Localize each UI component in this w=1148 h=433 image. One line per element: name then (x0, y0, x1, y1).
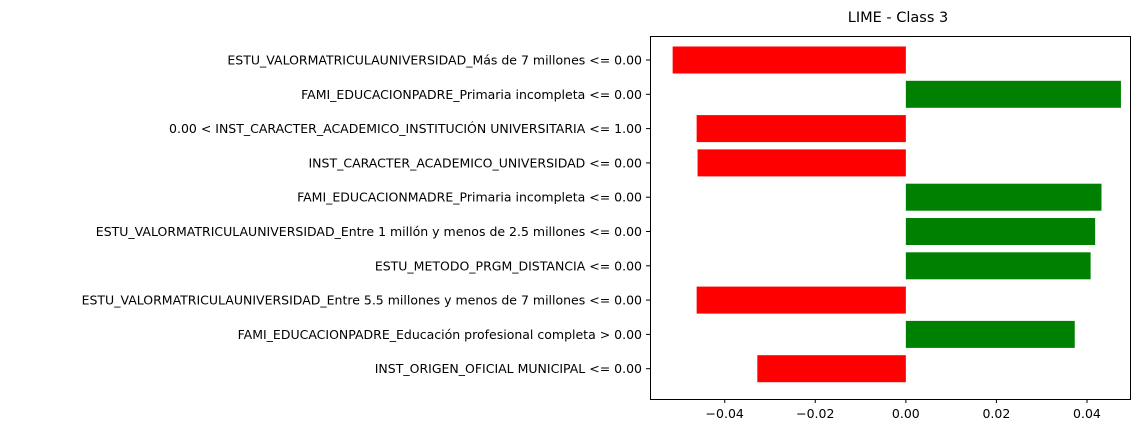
x-tick-label: 0.04 (1073, 406, 1101, 421)
bar-1 (672, 46, 906, 74)
x-tick-label: 0.00 (892, 406, 920, 421)
bars-group (672, 46, 1121, 383)
x-tick-label: −0.04 (706, 406, 744, 421)
x-tick-label: 0.02 (982, 406, 1010, 421)
category-label-1: ESTU_VALORMATRICULAUNIVERSIDAD_Más de 7 … (227, 53, 642, 68)
category-label-9: FAMI_EDUCACIONPADRE_Educación profesiona… (238, 327, 642, 342)
bar-9 (905, 320, 1075, 348)
bar-6 (905, 218, 1096, 245)
bar-4 (697, 149, 906, 177)
x-axis-ticks: −0.04 −0.02 0.00 0.02 0.04 (706, 399, 1101, 421)
plot-frame (650, 36, 1131, 400)
category-label-4: INST_CARACTER_ACADEMICO_UNIVERSIDAD <= 0… (308, 155, 642, 170)
category-labels: ESTU_VALORMATRICULAUNIVERSIDAD_Más de 7 … (82, 53, 650, 376)
category-label-6: ESTU_VALORMATRICULAUNIVERSIDAD_Entre 1 m… (96, 224, 642, 239)
category-label-8: ESTU_VALORMATRICULAUNIVERSIDAD_Entre 5.5… (82, 293, 642, 308)
category-label-7: ESTU_METODO_PRGM_DISTANCIA <= 0.00 (375, 258, 642, 273)
bar-3 (696, 115, 906, 143)
bar-8 (696, 286, 906, 314)
chart-title: LIME - Class 3 (848, 10, 948, 26)
category-label-5: FAMI_EDUCACIONMADRE_Primaria incompleta … (297, 190, 642, 205)
bar-10 (757, 355, 906, 383)
bar-5 (905, 183, 1102, 211)
bar-2 (905, 80, 1121, 108)
bar-7 (905, 252, 1091, 280)
category-label-3: 0.00 < INST_CARACTER_ACADEMICO_INSTITUCI… (169, 121, 642, 136)
category-label-10: INST_ORIGEN_OFICIAL MUNICIPAL <= 0.00 (375, 361, 642, 376)
x-tick-label: −0.02 (796, 406, 834, 421)
category-label-2: FAMI_EDUCACIONPADRE_Primaria incompleta … (301, 87, 642, 102)
